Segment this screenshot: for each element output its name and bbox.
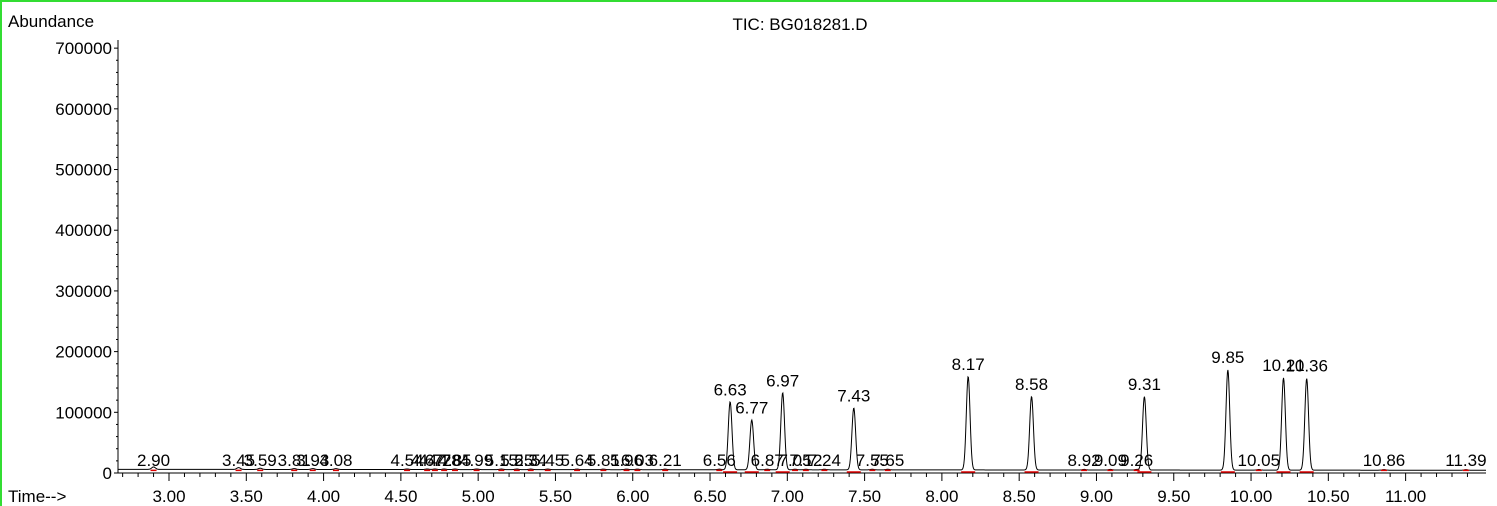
peak-label: 9.85 — [1211, 348, 1244, 367]
x-tick-label: 8.00 — [925, 487, 958, 506]
chart-title: TIC: BG018281.D — [732, 15, 867, 34]
x-axis-label: Time--> — [8, 487, 66, 506]
peak-label: 9.31 — [1128, 375, 1161, 394]
peak-label: 7.55 — [856, 451, 889, 470]
peak-label: 10.05 — [1237, 451, 1280, 470]
peak-label: 8.58 — [1015, 375, 1048, 394]
y-tick-label: 200000 — [55, 343, 112, 362]
x-tick-label: 6.50 — [693, 487, 726, 506]
peak-label: 6.97 — [766, 371, 799, 390]
peak-label: 5.45 — [531, 451, 564, 470]
peak-label: 6.03 — [621, 451, 654, 470]
x-tick-label: 6.00 — [616, 487, 649, 506]
peak-label: 5.15 — [485, 451, 518, 470]
peak-label: 5.34 — [514, 451, 547, 470]
peak-label: 2.90 — [137, 451, 170, 470]
peak-label: 6.63 — [714, 380, 747, 399]
peak-label: 4.08 — [319, 451, 352, 470]
peak-label: 3.59 — [244, 451, 277, 470]
x-tick-label: 11.00 — [1385, 487, 1426, 506]
x-tick-label: 7.00 — [771, 487, 804, 506]
peak-label: 7.24 — [808, 451, 841, 470]
x-tick-label: 10.50 — [1307, 487, 1350, 506]
peak-label: 3.81 — [278, 451, 311, 470]
x-tick-label: 9.50 — [1157, 487, 1190, 506]
peak-label: 7.65 — [871, 451, 904, 470]
peak-label: 11.39 — [1445, 451, 1486, 470]
peak-label: 4.99 — [460, 451, 493, 470]
peak-label: 3.93 — [296, 451, 329, 470]
peak-label: 4.54 — [391, 451, 424, 470]
peak-label: 6.56 — [703, 451, 736, 470]
y-tick-label: 300000 — [55, 282, 112, 301]
tic-trace-line — [118, 369, 1486, 471]
x-tick-label: 5.00 — [462, 487, 495, 506]
peak-labels: 2.90 3.453.59 3.813.934.08 4.544.674.724.78… — [137, 348, 1487, 470]
x-tick-label: 4.50 — [384, 487, 417, 506]
axes: 0 100000 200000 300000 400000 500000 600000 700… — [55, 39, 1486, 506]
peak-label: 9.09 — [1094, 451, 1127, 470]
peak-label: 6.21 — [649, 451, 682, 470]
x-tick-label: 8.50 — [1003, 487, 1036, 506]
x-tick-label: 9.00 — [1080, 487, 1113, 506]
peak-label: 4.72 — [418, 451, 451, 470]
peak-label: 8.92 — [1068, 451, 1101, 470]
peak-label: 5.64 — [561, 451, 594, 470]
peak-label: 4.67 — [411, 451, 444, 470]
x-tick-label: 3.50 — [230, 487, 263, 506]
peak-label: 10.86 — [1363, 451, 1406, 470]
x-tick-label: 7.50 — [848, 487, 881, 506]
y-tick-label: 100000 — [55, 403, 112, 422]
x-tick-label: 10.00 — [1230, 487, 1273, 506]
peak-label: 5.96 — [610, 451, 643, 470]
peak-label: 7.43 — [837, 386, 870, 405]
y-tick-label: 500000 — [55, 161, 112, 180]
peak-label: 10.36 — [1285, 357, 1328, 376]
peak-label: 7.12 — [789, 451, 822, 470]
peak-label: 9.26 — [1120, 451, 1153, 470]
peak-label: 7.05 — [778, 451, 811, 470]
y-tick-label: 600000 — [55, 100, 112, 119]
peak-label: 4.85 — [438, 451, 471, 470]
x-tick-label: 5.50 — [539, 487, 572, 506]
peak-label: 5.81 — [587, 451, 620, 470]
x-tick-label: 4.00 — [307, 487, 340, 506]
y-axis-label: Abundance — [8, 12, 94, 31]
peak-label: 6.87 — [751, 451, 784, 470]
y-tick-label: 400000 — [55, 221, 112, 240]
peak-label: 4.78 — [428, 451, 461, 470]
peak-label: 8.17 — [952, 355, 985, 374]
y-tick-label: 0 — [103, 464, 112, 483]
peak-label: 10.21 — [1262, 356, 1305, 375]
y-tick-label: 700000 — [55, 39, 112, 58]
x-tick-label: 3.00 — [152, 487, 185, 506]
peak-label: 6.77 — [735, 399, 768, 418]
trace-group — [118, 369, 1486, 473]
peak-label: 5.25 — [500, 451, 533, 470]
peak-label: 3.45 — [222, 451, 255, 470]
